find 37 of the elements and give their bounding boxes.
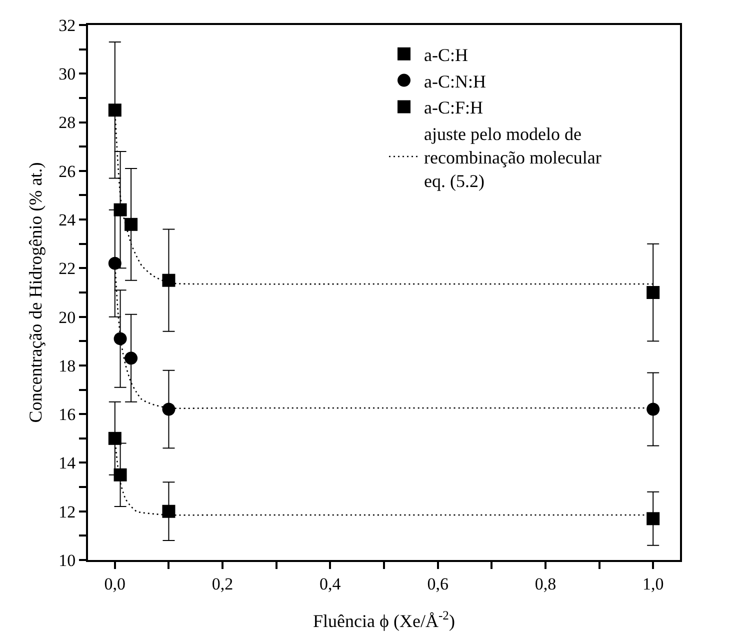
y-axis-title: Concentração de Hidrogênio (% at.)	[25, 162, 46, 423]
point	[646, 402, 660, 416]
x-tick-label: 0,8	[534, 574, 556, 594]
legend-label: a-C:N:H	[424, 71, 486, 92]
point	[114, 332, 127, 346]
y-tick-label: 30	[58, 64, 76, 84]
y-tick-label: 12	[58, 502, 76, 522]
point	[108, 104, 122, 117]
legend-label: a-C:H	[424, 44, 468, 65]
y-tick-label: 20	[58, 308, 76, 327]
x-tick-label: 0,4	[320, 574, 342, 594]
y-tick-label: 32	[58, 16, 76, 35]
x-tick-label: 0,2	[212, 574, 234, 594]
y-tick-label: 16	[58, 405, 76, 424]
y-tick-label: 26	[58, 162, 76, 181]
y-tick-label: 10	[58, 550, 76, 570]
point	[108, 256, 122, 270]
point	[108, 432, 122, 445]
point	[114, 468, 127, 482]
y-tick-label: 24	[58, 210, 76, 230]
point	[124, 218, 138, 231]
y-tick-label: 22	[58, 259, 76, 278]
point	[646, 286, 660, 299]
x-tick-label: 0,0	[104, 574, 126, 594]
point	[646, 512, 660, 526]
y-tick-label: 14	[58, 454, 76, 473]
y-tick-label: 18	[58, 356, 76, 376]
legend-label: a-C:F:H	[424, 98, 484, 118]
x-tick-label: 0,6	[427, 574, 448, 594]
point	[124, 352, 138, 365]
point	[162, 504, 176, 518]
x-axis-title: Fluência ϕ (Xe/Å$^{-2}$)	[313, 608, 455, 631]
point	[162, 274, 176, 287]
y-tick-label: 28	[58, 113, 76, 132]
point	[162, 402, 176, 416]
x-tick-label: 1,0	[642, 574, 664, 594]
legend-label: ajuste pelo modelo de recombinação molecular eq. (5.2)	[424, 124, 602, 191]
